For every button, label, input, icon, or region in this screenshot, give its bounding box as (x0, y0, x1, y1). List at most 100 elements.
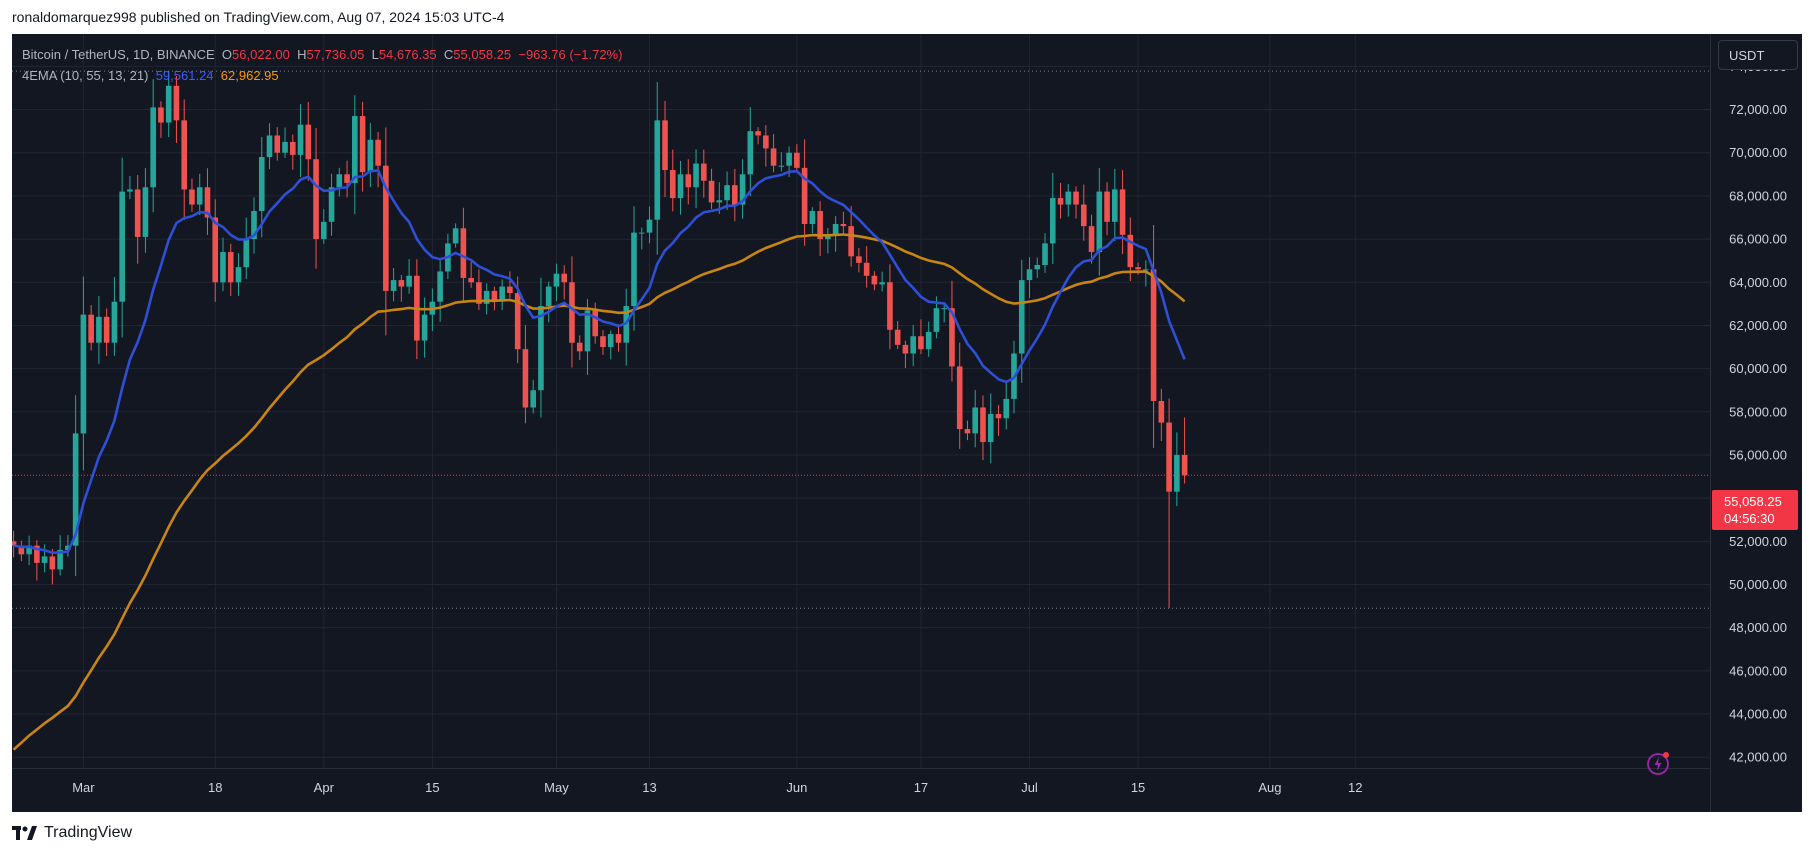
candle-body (134, 189, 141, 237)
candle-body (918, 336, 924, 350)
x-tick-label: Jun (786, 780, 807, 795)
close-label: C (443, 47, 454, 62)
x-tick-label: 17 (914, 780, 928, 795)
candle-body (34, 545, 40, 563)
candle-body (328, 187, 335, 222)
bolt-icon[interactable] (1646, 750, 1672, 776)
candle-body (956, 366, 963, 430)
symbol-label[interactable]: Bitcoin / TetherUS, 1D, BINANCE (22, 47, 215, 62)
candle-body (367, 139, 374, 173)
candle-body (553, 273, 560, 287)
candle-body (910, 336, 916, 354)
candle-body (375, 139, 381, 166)
x-tick-label: 15 (425, 780, 439, 795)
x-tick-label: 13 (642, 780, 656, 795)
candle-body (1057, 198, 1064, 205)
y-tick-label: 60,000.00 (1729, 361, 1787, 376)
y-tick-label: 46,000.00 (1729, 663, 1787, 678)
candle-body (96, 316, 102, 343)
candle-body (1018, 280, 1025, 354)
candle-body (49, 556, 56, 570)
footer-brand[interactable]: TradingView (44, 824, 133, 841)
candle-body (468, 277, 474, 283)
candle-body (305, 124, 312, 160)
candle-body (437, 271, 443, 302)
x-tick-label: Aug (1258, 780, 1281, 795)
candle-body (251, 211, 257, 240)
candle-body (693, 163, 699, 188)
candle-body (1080, 204, 1087, 227)
candle-body (243, 239, 250, 268)
candle-body (584, 310, 591, 352)
high-label: H (297, 47, 307, 62)
candle-body (476, 282, 482, 304)
indicator-name[interactable]: 4EMA (10, 55, 13, 21) (22, 68, 149, 83)
candle-body (258, 157, 265, 212)
tradingview-logo-icon (12, 826, 37, 840)
candle-body (359, 116, 366, 173)
candle-body (662, 120, 668, 171)
candle-body (1158, 401, 1165, 423)
candle-body (840, 223, 847, 227)
ohlc-row: Bitcoin / TetherUS, 1D, BINANCE O56,022.… (22, 44, 622, 65)
last-price-tag: 55,058.25 04:56:30 (1712, 490, 1798, 530)
candle-body (538, 306, 544, 391)
candle-body (158, 107, 164, 123)
candle-body (80, 314, 87, 434)
candle-body (65, 545, 71, 550)
candle-body (700, 163, 707, 181)
candle-body (995, 413, 1002, 419)
open-label: O (221, 47, 233, 62)
candle-body (266, 135, 273, 158)
candle-body (1104, 191, 1110, 222)
candle-body (856, 256, 862, 263)
y-tick-label: 72,000.00 (1729, 102, 1787, 117)
candle-body (825, 234, 831, 240)
candle-body (150, 107, 156, 188)
candle-body (212, 217, 219, 283)
candle-body (638, 232, 645, 234)
candle-body (987, 413, 994, 443)
candle-body (794, 152, 800, 168)
candle-body (57, 549, 63, 570)
close-value: 55,058.25 (453, 47, 512, 62)
candle-body (421, 314, 428, 341)
candle-body (12, 541, 17, 546)
candle-body (933, 308, 940, 332)
candle-body (344, 174, 350, 183)
candle-body (18, 545, 25, 555)
candle-body (732, 185, 738, 205)
candle-body (561, 273, 568, 283)
candle-body (755, 131, 761, 136)
y-tick-label: 56,000.00 (1729, 447, 1787, 462)
candle-body (530, 390, 536, 408)
currency-selector[interactable]: USDT (1718, 40, 1798, 70)
candle-body (925, 331, 932, 350)
candle-body (1112, 189, 1118, 222)
candle-body (88, 314, 94, 343)
candle-body (142, 187, 149, 237)
candle-body (863, 262, 870, 276)
open-value: 56,022.00 (232, 47, 290, 62)
chart-frame[interactable]: 42,000.00 44,000.00 46,000.00 48,000.00 50,0… (12, 34, 1802, 812)
candle-body (592, 310, 599, 337)
candle-body (119, 191, 125, 302)
candle-body (1150, 269, 1157, 401)
y-tick-label: 70,000.00 (1729, 145, 1787, 160)
bar-countdown: 04:56:30 (1724, 511, 1775, 526)
candle-body (817, 211, 823, 240)
candle-body (569, 282, 575, 343)
y-tick-label: 68,000.00 (1729, 188, 1787, 203)
ema-fast-line (13, 169, 1186, 555)
y-tick-label: 64,000.00 (1729, 275, 1787, 290)
candle-body (1135, 267, 1141, 270)
candle-body (1042, 243, 1048, 265)
candle-body (297, 124, 304, 155)
ema-slow-line (12, 233, 1186, 751)
y-tick-label: 58,000.00 (1729, 404, 1787, 419)
candlestick-chart[interactable]: 42,000.00 44,000.00 46,000.00 48,000.00 50,0… (12, 34, 1802, 812)
candle-body (173, 85, 180, 121)
candle-body (289, 141, 296, 155)
candle-body (894, 329, 901, 345)
candle-body (631, 232, 637, 307)
